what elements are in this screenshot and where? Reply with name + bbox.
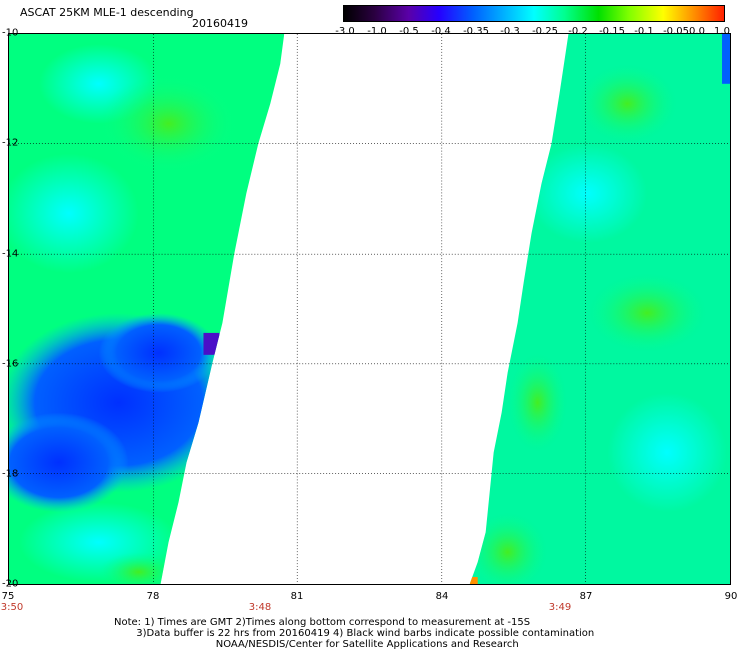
colorbar-tick: -0.1 [634, 26, 654, 37]
colorbar-tick: -0.05 [663, 26, 689, 37]
lat-label: -12 [2, 137, 19, 149]
lon-label: 78 [146, 591, 160, 602]
colorbar-tick: -3.0 [335, 26, 355, 37]
colorbar-tick: -0.2 [568, 26, 588, 37]
plot-date: 20160419 [192, 17, 248, 30]
credit-line: NOAA/NESDIS/Center for Satellite Applica… [114, 639, 519, 650]
lon-label: 90 [724, 591, 738, 602]
footnote: Note: 1) Times are GMT 2)Times along bot… [114, 617, 594, 650]
colorbar-tick: -0.3 [500, 26, 520, 37]
lon-label: 81 [290, 591, 304, 602]
time-label: 3:48 [248, 602, 272, 613]
colorbar-tick: 1.0 [714, 26, 730, 37]
time-label: 3:49 [548, 602, 572, 613]
colorbar-tick: -1.0 [367, 26, 387, 37]
colorbar-tick: 0.0 [689, 26, 705, 37]
time-label: 3:50 [0, 602, 24, 613]
colorbar-ticks: -3.0 -1.0 -0.5 -0.4 -0.35 -0.3 -0.25 -0.… [331, 26, 735, 38]
note-line: 3)Data buffer is 22 hrs from 20160419 4)… [114, 628, 595, 639]
colorbar-tick: -0.35 [463, 26, 489, 37]
colorbar [343, 5, 725, 22]
note-line: Note: 1) Times are GMT 2)Times along bot… [114, 617, 531, 628]
lat-label: -14 [2, 248, 19, 260]
colorbar-tick: -0.4 [431, 26, 451, 37]
left-swath [9, 34, 285, 584]
graticule [9, 34, 730, 584]
lon-label: 75 [1, 591, 15, 602]
plot-title: ASCAT 25KM MLE-1 descending [20, 6, 194, 19]
lon-label: 87 [579, 591, 593, 602]
lat-label: -16 [2, 358, 19, 370]
colorbar-tick: -0.5 [399, 26, 419, 37]
colorbar-tick: -0.15 [599, 26, 625, 37]
lat-label: -10 [2, 27, 19, 39]
lat-label: -18 [2, 468, 19, 480]
lon-label: 84 [435, 591, 449, 602]
lat-label: -20 [2, 578, 19, 590]
map-plot [8, 33, 731, 585]
colorbar-tick: -0.25 [532, 26, 558, 37]
